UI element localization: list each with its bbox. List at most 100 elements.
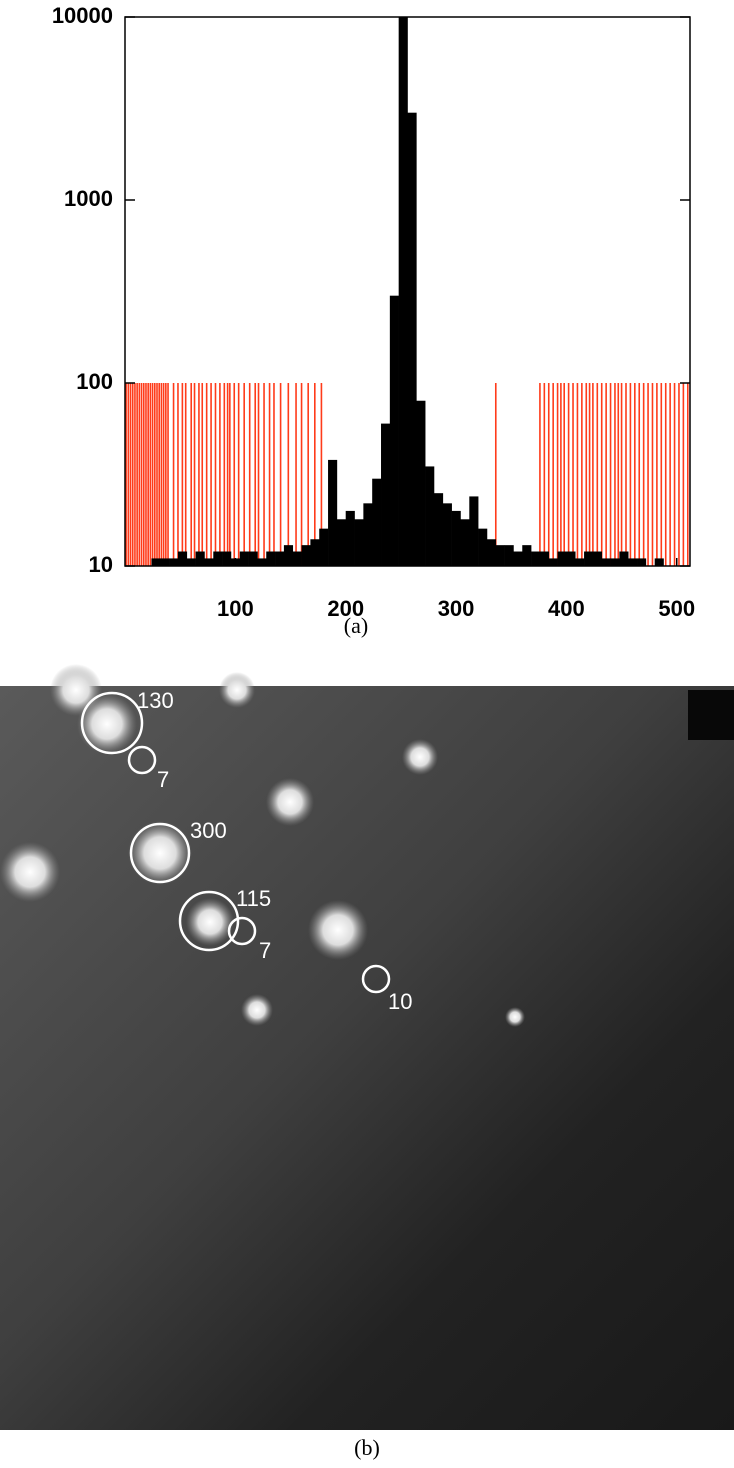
histogram-bar: [169, 558, 179, 566]
threshold-line: [219, 383, 221, 566]
histogram-bar: [248, 551, 258, 566]
threshold-line: [300, 383, 303, 566]
histogram-bar: [151, 558, 161, 566]
threshold-line: [136, 383, 138, 566]
histogram-bar: [451, 510, 461, 566]
histogram-bar: [416, 400, 426, 566]
threshold-line: [605, 383, 607, 566]
threshold-line: [686, 383, 689, 566]
histogram-bar: [654, 558, 664, 566]
histogram-bar: [619, 551, 629, 566]
threshold-line: [233, 383, 236, 566]
histogram-bar: [601, 558, 611, 566]
annotation-label: 115: [236, 886, 271, 911]
histogram-bar: [557, 551, 567, 566]
threshold-line: [494, 383, 497, 566]
threshold-line: [243, 383, 245, 566]
histogram-bar: [610, 558, 620, 566]
histogram-bar: [504, 545, 514, 566]
threshold-line: [153, 383, 156, 566]
threshold-line: [609, 383, 612, 566]
threshold-line: [147, 383, 149, 566]
histogram-bar: [186, 558, 196, 566]
threshold-line: [167, 383, 169, 566]
histogram-bar: [195, 551, 205, 566]
threshold-line: [320, 383, 323, 566]
histogram-bar: [425, 466, 435, 566]
threshold-line: [184, 383, 187, 566]
threshold-line: [656, 383, 658, 566]
threshold-line: [149, 383, 152, 566]
histogram-bar: [213, 551, 223, 566]
histogram-bar: [575, 558, 585, 566]
y-tick-label: 10000: [52, 3, 113, 28]
threshold-line: [581, 383, 583, 566]
histogram-bar: [531, 551, 541, 566]
annotation-label: 300: [190, 818, 227, 843]
threshold-line: [539, 383, 541, 566]
threshold-line: [647, 383, 649, 566]
threshold-line: [158, 383, 161, 566]
threshold-line: [131, 383, 134, 566]
threshold-line: [634, 383, 636, 566]
threshold-line: [617, 383, 620, 566]
x-tick-label: 400: [548, 596, 585, 621]
histogram-bar: [495, 545, 505, 566]
histogram-bar: [584, 551, 594, 566]
threshold-line: [576, 383, 579, 566]
histogram-bar: [407, 112, 417, 566]
histogram-bar: [177, 551, 188, 566]
histogram-bar: [345, 510, 355, 566]
x-tick-label: 300: [438, 596, 475, 621]
histogram-bar: [460, 519, 470, 566]
x-tick-label: 200: [327, 596, 364, 621]
histogram-bar: [486, 539, 497, 566]
threshold-line: [596, 383, 599, 566]
threshold-line: [181, 383, 184, 566]
threshold-line: [140, 383, 143, 566]
histogram-bar: [336, 519, 347, 566]
threshold-line: [205, 383, 208, 566]
threshold-line: [307, 383, 309, 566]
threshold-line: [237, 383, 240, 566]
threshold-line: [165, 383, 167, 566]
threshold-line: [142, 383, 145, 566]
threshold-line: [673, 383, 676, 566]
histogram-bar: [478, 528, 488, 566]
histogram-bar: [266, 551, 276, 566]
caption: (b): [354, 1435, 380, 1460]
threshold-line: [588, 383, 591, 566]
histogram-bar: [310, 539, 320, 566]
threshold-line: [287, 383, 290, 566]
histogram-bar: [372, 478, 382, 566]
threshold-line: [314, 383, 316, 566]
threshold-line: [625, 383, 627, 566]
histogram-bar: [398, 17, 408, 566]
threshold-line: [201, 383, 204, 566]
threshold-line: [226, 383, 229, 566]
threshold-line: [134, 383, 136, 566]
annotation-label: 130: [137, 688, 174, 713]
threshold-line: [669, 383, 671, 566]
threshold-line: [600, 383, 603, 566]
threshold-line: [556, 383, 559, 566]
threshold-line: [177, 383, 179, 566]
histogram-bar: [548, 558, 558, 566]
y-tick-label: 10: [89, 552, 113, 577]
threshold-line: [651, 383, 654, 566]
threshold-line: [552, 383, 554, 566]
histogram-bar: [204, 558, 214, 566]
threshold-line: [190, 383, 193, 566]
histogram-bar: [381, 423, 391, 566]
histogram-bar: [160, 558, 170, 566]
histogram-bar: [275, 551, 285, 566]
threshold-line: [125, 383, 127, 566]
plot-frame: [124, 16, 691, 567]
histogram-bar: [566, 551, 576, 566]
threshold-line: [572, 383, 574, 566]
threshold-line: [145, 383, 147, 566]
histogram-bar: [283, 545, 294, 566]
histogram-bar: [389, 295, 399, 566]
threshold-line: [151, 383, 154, 566]
annotation-label: 10: [388, 989, 412, 1014]
